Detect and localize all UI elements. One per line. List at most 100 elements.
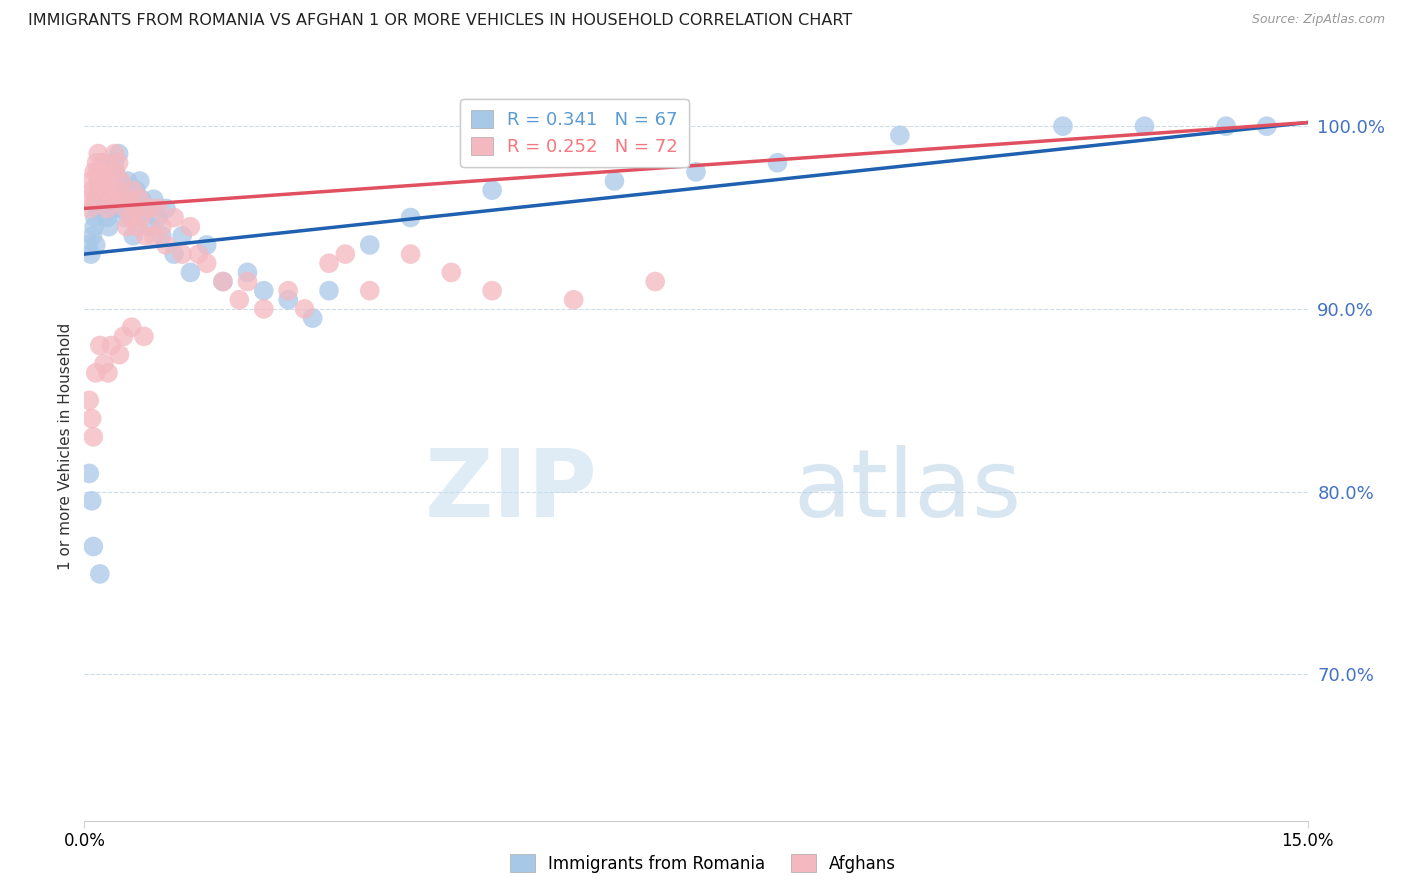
Point: [101, 202, 124, 216]
Point: [100, 192, 122, 206]
Point: [146, 211, 169, 225]
Point: [87, 146, 110, 161]
Point: [155, 238, 177, 252]
Point: [125, 183, 148, 197]
Point: [294, 301, 316, 316]
Point: [100, 192, 122, 206]
Point: [80, 411, 103, 425]
Point: [86, 165, 108, 179]
Point: [195, 238, 218, 252]
Point: [127, 219, 149, 234]
Point: [399, 247, 422, 261]
Point: [135, 202, 157, 216]
Point: [277, 284, 299, 298]
Point: [212, 275, 235, 289]
Point: [603, 174, 626, 188]
Point: [120, 211, 142, 225]
Point: [104, 165, 127, 179]
Point: [142, 228, 165, 243]
Point: [138, 202, 160, 216]
Point: [172, 247, 194, 261]
Point: [89, 338, 111, 352]
Point: [91, 183, 114, 197]
Point: [1215, 119, 1237, 133]
Point: [87, 183, 110, 197]
Text: IMMIGRANTS FROM ROMANIA VS AFGHAN 1 OR MORE VEHICLES IN HOUSEHOLD CORRELATION CH: IMMIGRANTS FROM ROMANIA VS AFGHAN 1 OR M…: [28, 13, 852, 29]
Point: [172, 228, 194, 243]
Point: [115, 219, 138, 234]
Point: [110, 174, 132, 188]
Point: [108, 348, 131, 362]
Point: [111, 202, 134, 216]
Point: [128, 192, 150, 206]
Point: [93, 357, 115, 371]
Point: [163, 247, 186, 261]
Point: [105, 192, 128, 206]
Point: [128, 174, 150, 188]
Point: [84, 211, 107, 225]
Point: [253, 301, 276, 316]
Point: [121, 320, 143, 334]
Point: [150, 219, 173, 234]
Point: [107, 146, 129, 161]
Point: [96, 211, 118, 225]
Point: [359, 284, 381, 298]
Point: [179, 219, 201, 234]
Point: [1256, 119, 1278, 133]
Point: [96, 202, 118, 216]
Point: [111, 192, 134, 206]
Point: [86, 192, 108, 206]
Point: [93, 174, 115, 188]
Point: [84, 366, 107, 380]
Point: [80, 247, 103, 261]
Point: [132, 329, 155, 343]
Point: [1133, 119, 1156, 133]
Point: [277, 293, 299, 307]
Point: [83, 165, 105, 179]
Point: [212, 275, 235, 289]
Point: [163, 211, 186, 225]
Point: [107, 155, 129, 169]
Point: [1052, 119, 1074, 133]
Point: [114, 211, 136, 225]
Point: [562, 293, 585, 307]
Point: [91, 192, 114, 206]
Point: [122, 183, 145, 197]
Point: [86, 155, 108, 169]
Point: [90, 165, 112, 179]
Point: [96, 183, 118, 197]
Point: [97, 219, 120, 234]
Point: [86, 202, 108, 216]
Point: [104, 165, 127, 179]
Point: [97, 366, 120, 380]
Point: [101, 174, 124, 188]
Point: [187, 247, 209, 261]
Point: [110, 183, 132, 197]
Point: [101, 165, 124, 179]
Point: [96, 183, 118, 197]
Point: [82, 540, 104, 554]
Point: [77, 467, 100, 481]
Point: [236, 275, 259, 289]
Point: [118, 192, 141, 206]
Point: [108, 174, 131, 188]
Point: [155, 202, 177, 216]
Point: [127, 211, 149, 225]
Point: [80, 493, 103, 508]
Point: [87, 174, 110, 188]
Point: [131, 211, 153, 225]
Point: [766, 155, 789, 169]
Point: [131, 192, 153, 206]
Point: [335, 247, 357, 261]
Point: [889, 128, 911, 143]
Text: atlas: atlas: [794, 445, 1022, 537]
Text: Source: ZipAtlas.com: Source: ZipAtlas.com: [1251, 13, 1385, 27]
Point: [138, 219, 160, 234]
Point: [77, 192, 100, 206]
Point: [481, 284, 503, 298]
Point: [114, 202, 136, 216]
Point: [117, 174, 139, 188]
Point: [122, 228, 145, 243]
Point: [84, 238, 107, 252]
Point: [228, 293, 250, 307]
